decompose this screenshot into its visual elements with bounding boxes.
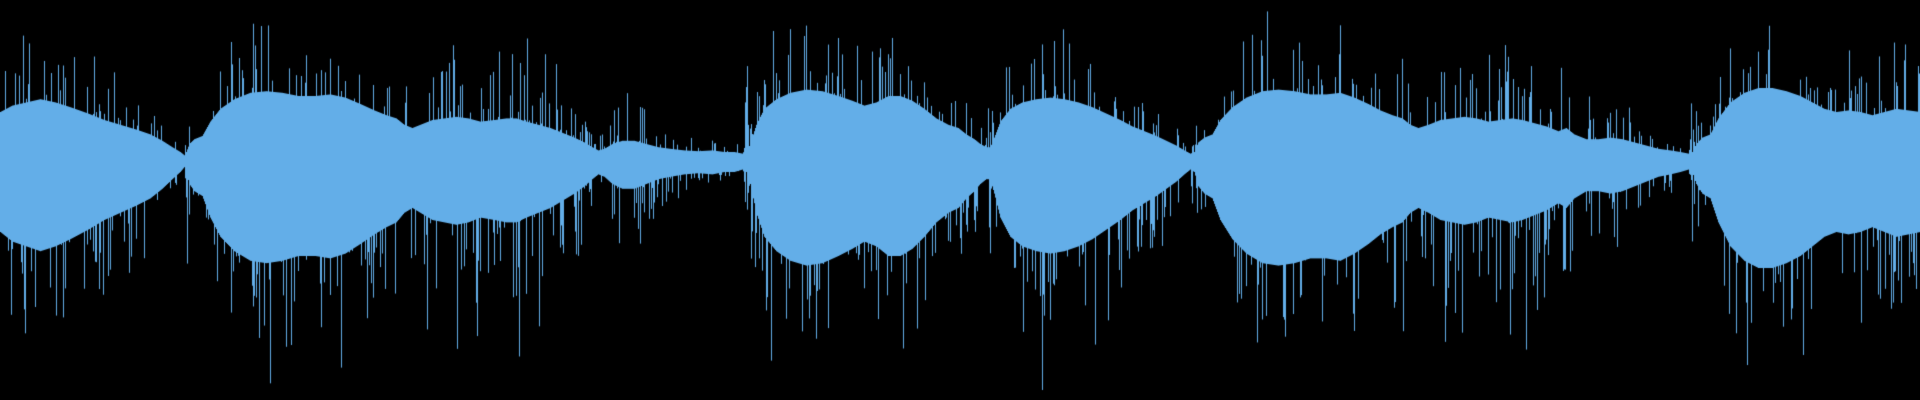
audio-waveform-canvas[interactable] [0,0,1920,400]
audio-waveform-viewer[interactable] [0,0,1920,400]
